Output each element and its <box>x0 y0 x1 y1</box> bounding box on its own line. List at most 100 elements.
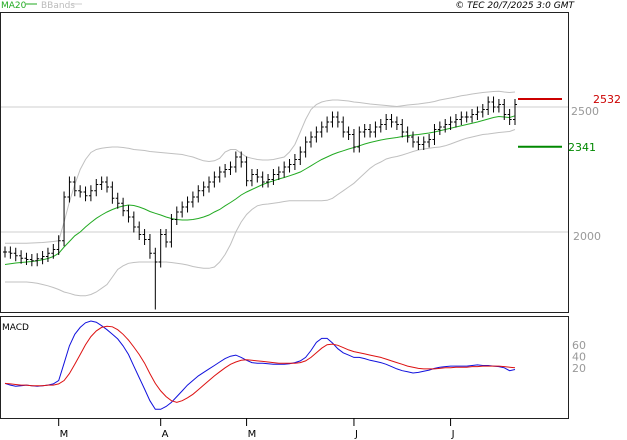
price-y-tick-label: 2500 <box>571 105 599 118</box>
ohlc-bar <box>373 121 378 138</box>
ohlc-bar <box>158 229 163 268</box>
ohlc-bar <box>207 176 211 193</box>
ohlc-bar <box>185 196 190 213</box>
ohlc-bar <box>475 106 480 120</box>
ohlc-bar <box>491 96 496 113</box>
ohlc-bar <box>271 169 276 185</box>
ohlc-bar <box>196 185 201 203</box>
ohlc-bar <box>470 109 475 123</box>
ohlc-bar <box>35 253 40 267</box>
ohlc-bar <box>174 206 179 225</box>
ohlc-bar <box>142 229 147 245</box>
price-bars <box>3 96 517 310</box>
ohlc-bar <box>223 164 228 178</box>
ohlc-bar <box>260 171 265 188</box>
ohlc-bar <box>169 214 174 248</box>
bbands-legend-label: BBands <box>41 1 75 11</box>
x-tick-label: A <box>162 429 169 440</box>
ohlc-bar <box>502 99 507 120</box>
x-tick-label: J <box>451 429 455 440</box>
macd-lines <box>4 320 516 410</box>
ohlc-bar <box>351 129 356 153</box>
ma20-line <box>4 115 516 265</box>
ohlc-bar <box>309 131 313 148</box>
ohlc-bar <box>201 181 206 197</box>
ohlc-bar <box>24 252 29 265</box>
price-y-tick-label: 2000 <box>573 230 601 243</box>
ohlc-bar <box>180 201 185 218</box>
ma20-polyline <box>4 115 516 265</box>
x-tick-label: M <box>248 429 257 440</box>
ohlc-bar <box>437 121 442 135</box>
ohlc-bar <box>19 250 24 264</box>
ohlc-bar <box>448 116 453 130</box>
ohlc-bar <box>244 156 249 187</box>
ohlc-bar <box>443 119 448 133</box>
ohlc-bar <box>314 126 319 143</box>
ohlc-bar <box>56 235 61 255</box>
ohlc-bar <box>83 186 88 202</box>
ohlc-bar <box>319 121 324 138</box>
macd-panel-title: MACD <box>2 323 29 333</box>
ohlc-bar <box>249 169 254 187</box>
ohlc-bar <box>292 154 297 170</box>
ohlc-bar <box>51 244 56 259</box>
ohlc-bar <box>416 136 421 150</box>
ohlc-bar <box>480 104 485 118</box>
ohlc-bar <box>40 251 45 265</box>
ohlc-bar <box>266 174 271 188</box>
bb-upper-line <box>5 90 516 244</box>
ohlc-bar <box>255 169 260 183</box>
ohlc-bar <box>325 116 330 133</box>
ohlc-bar <box>88 185 93 202</box>
ma20-legend-label: MA20 <box>1 1 27 11</box>
ohlc-bar <box>394 116 399 130</box>
ohlc-bar <box>67 176 72 203</box>
ohlc-bar <box>496 99 501 113</box>
ohlc-bar <box>62 191 67 247</box>
ohlc-bar <box>330 111 335 128</box>
ohlc-bar <box>94 179 99 197</box>
macd-y-tick-label: 20 <box>572 362 586 375</box>
ohlc-bar <box>378 119 383 133</box>
ohlc-bar <box>411 131 415 148</box>
ohlc-bar <box>341 116 346 138</box>
ohlc-bar <box>110 181 115 204</box>
ohlc-bar <box>282 161 287 178</box>
support-label: 2341 <box>568 141 596 154</box>
ohlc-bar <box>217 166 222 183</box>
ohlc-bar <box>400 119 405 138</box>
ohlc-bar <box>405 126 410 143</box>
ohlc-bar <box>8 246 13 259</box>
ohlc-bar <box>362 124 367 138</box>
ohlc-bar <box>126 205 131 223</box>
x-tick-label: M <box>60 429 69 440</box>
ohlc-bar <box>153 247 158 310</box>
ohlc-bar <box>45 247 50 262</box>
resistance-label: 2532 <box>593 93 621 106</box>
ohlc-bar <box>298 146 303 165</box>
ohlc-bar <box>335 111 340 128</box>
ohlc-bar <box>212 171 217 188</box>
ohlc-bar <box>29 254 34 267</box>
ohlc-bar <box>464 111 469 123</box>
ohlc-bar <box>228 161 233 175</box>
ohlc-bar <box>164 229 169 248</box>
ohlc-bar <box>357 126 362 153</box>
ohlc-bar <box>115 192 120 209</box>
ohlc-bar <box>239 151 244 168</box>
ohlc-bar <box>303 136 308 158</box>
ohlc-bar <box>78 185 83 198</box>
ohlc-bar <box>137 221 142 240</box>
ohlc-bar <box>13 247 18 262</box>
ohlc-bar <box>513 99 517 125</box>
bb-lower-line <box>5 129 516 297</box>
ohlc-bar <box>346 126 351 140</box>
ohlc-bar <box>384 114 389 130</box>
ohlc-bar <box>432 124 437 145</box>
macd-y-tick-label: 60 <box>572 339 586 352</box>
ohlc-bar <box>99 176 104 190</box>
ohlc-bar <box>190 191 195 208</box>
ohlc-bar <box>389 114 394 128</box>
